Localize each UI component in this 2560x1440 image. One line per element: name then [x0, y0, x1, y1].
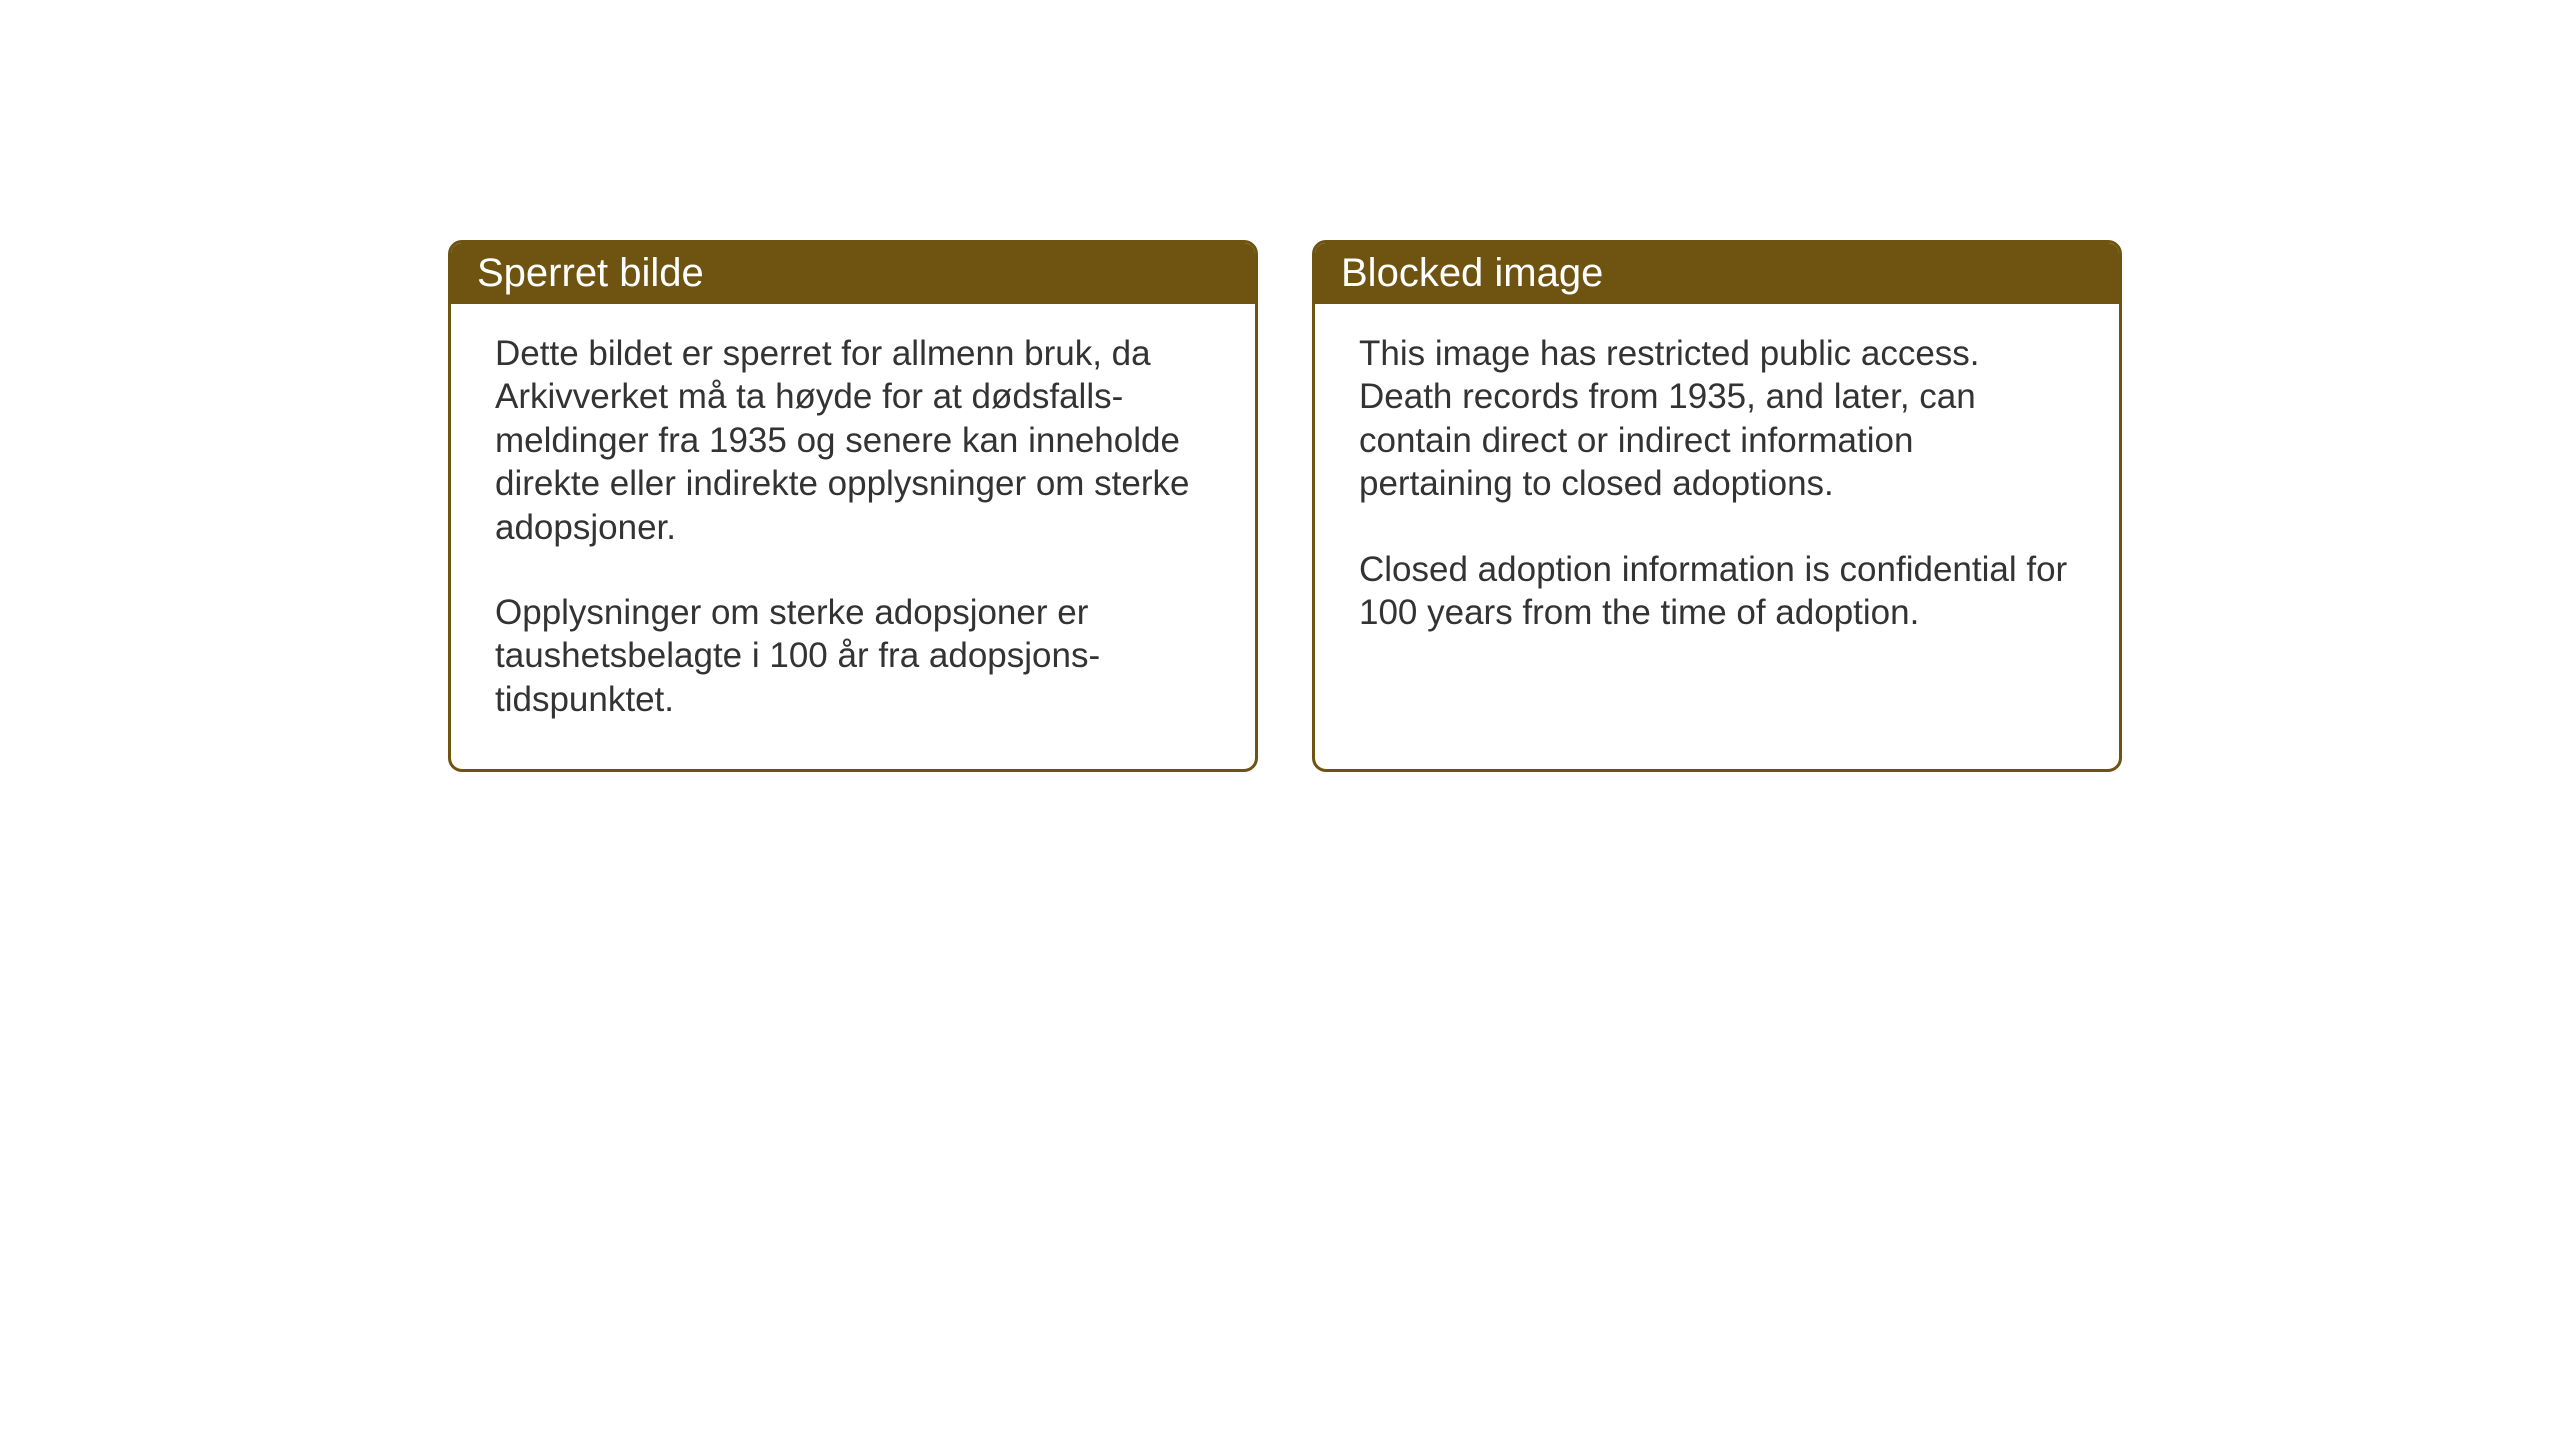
notice-title-norwegian: Sperret bilde	[477, 251, 704, 295]
notice-container: Sperret bilde Dette bildet er sperret fo…	[448, 240, 2122, 772]
notice-paragraph-english-2: Closed adoption information is confident…	[1359, 548, 2075, 635]
notice-box-norwegian: Sperret bilde Dette bildet er sperret fo…	[448, 240, 1258, 772]
notice-paragraph-norwegian-2: Opplysninger om sterke adopsjoner er tau…	[495, 591, 1211, 721]
notice-header-english: Blocked image	[1315, 243, 2119, 304]
notice-box-english: Blocked image This image has restricted …	[1312, 240, 2122, 772]
notice-header-norwegian: Sperret bilde	[451, 243, 1255, 304]
notice-paragraph-english-1: This image has restricted public access.…	[1359, 332, 2075, 506]
notice-title-english: Blocked image	[1341, 251, 1603, 295]
notice-paragraph-norwegian-1: Dette bildet er sperret for allmenn bruk…	[495, 332, 1211, 549]
notice-body-norwegian: Dette bildet er sperret for allmenn bruk…	[451, 304, 1255, 769]
notice-body-english: This image has restricted public access.…	[1315, 304, 2119, 724]
